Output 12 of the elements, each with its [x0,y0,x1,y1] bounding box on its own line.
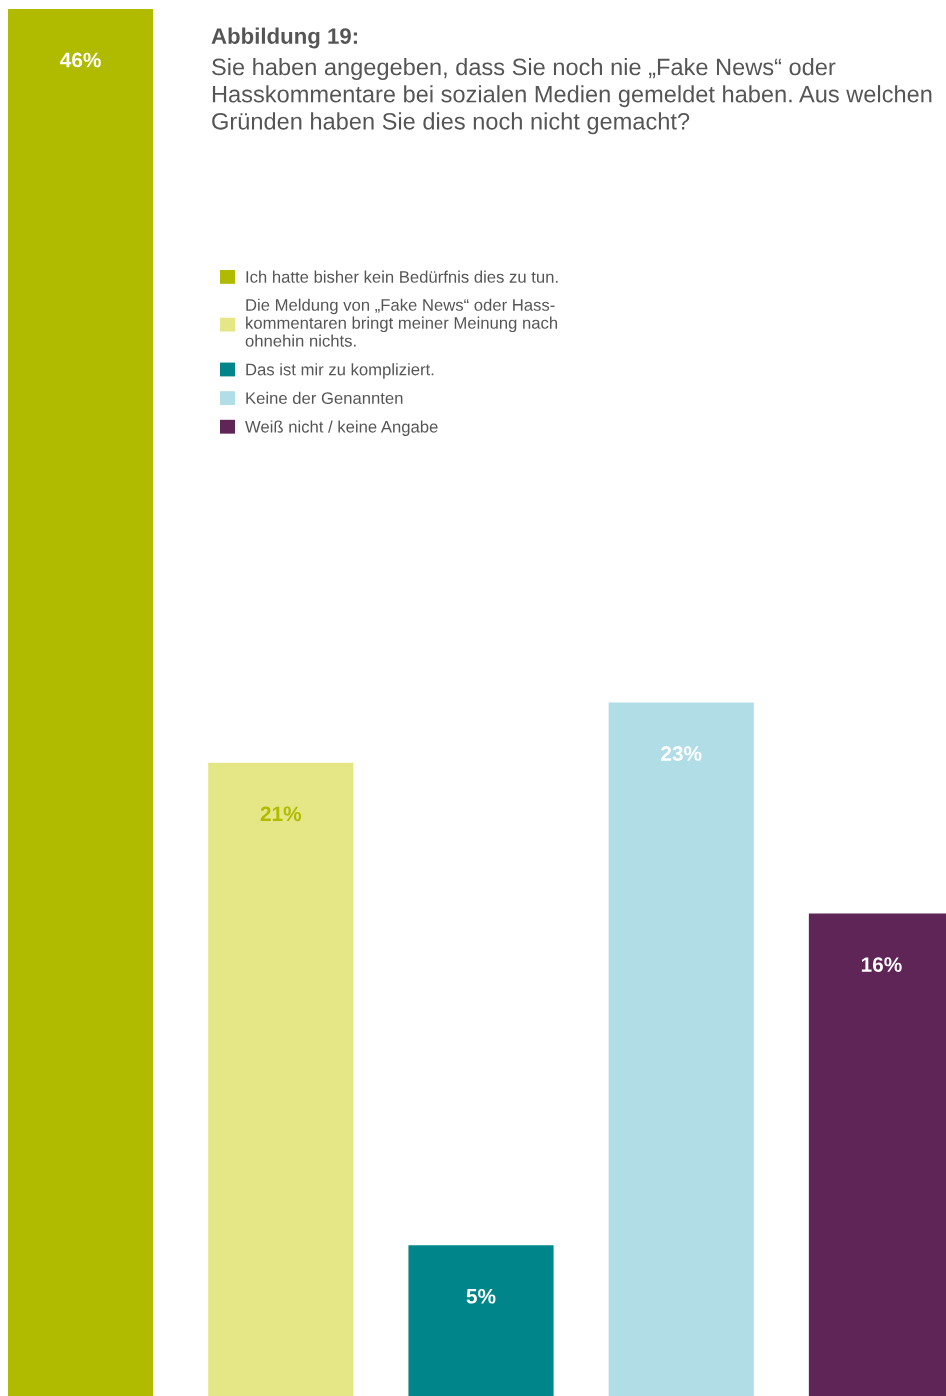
text: Abbildung 19: [211,27,357,49]
text: Sie haben angegeben, dass Sie noch nie „Fake News“ oder Hasskommentare bei sozialen Medien gemeldet haben. Aus welchen Gründen haben Sie dies noch nicht gemacht? [212,58,932,135]
data-label: 46% [60,52,101,68]
legend-label: Keine der Genannten [246,391,403,405]
data-label: 16% [861,957,902,972]
data-label: 5% [466,1288,496,1304]
legend-label: Das ist mir zu kompliziert. [246,363,434,379]
legend-label: Die Meldung von „Fake News“ oder Hass- kommentaren bringt meiner Meinung nach ohnehin nichts. [245,298,558,347]
data-label: 21% [260,806,302,822]
legend-label: Weiß nicht / keine Angabe [245,420,438,436]
legend-label: Ich hatte bisher kein Bedürfnis dies zu tun. [246,270,558,283]
data-label: 23% [661,746,702,761]
